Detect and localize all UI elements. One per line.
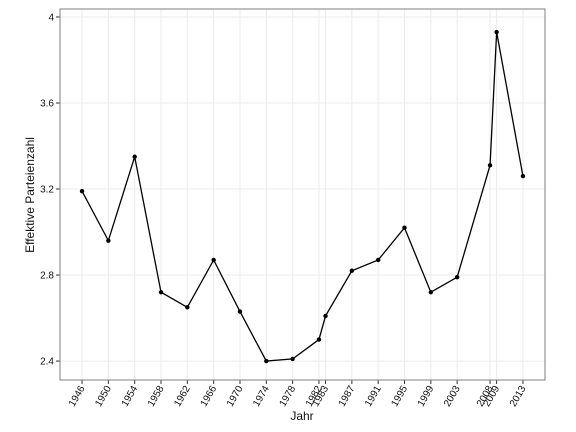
point [185, 305, 190, 310]
point [106, 238, 111, 243]
point [237, 309, 243, 314]
y-axis-title: Effektive Parteienzahl [23, 137, 37, 253]
y-tick-label: 3.6 [40, 98, 54, 109]
point [349, 268, 355, 273]
point [375, 257, 381, 263]
point [323, 313, 328, 319]
point [264, 358, 269, 364]
x-axis-title: Jahr [290, 409, 313, 423]
y-tick-label: 2.4 [40, 357, 54, 368]
point [428, 290, 434, 295]
point [132, 154, 137, 159]
point [402, 225, 407, 230]
y-tick-label: 2.8 [40, 271, 54, 282]
point [158, 290, 164, 295]
point [316, 337, 322, 342]
point [494, 29, 499, 35]
point [520, 173, 526, 179]
y-tick-label: 4 [48, 12, 54, 23]
point [454, 274, 460, 280]
point [79, 188, 85, 194]
point [290, 356, 295, 362]
point [487, 163, 493, 168]
point [211, 257, 216, 263]
y-tick-label: 3.2 [40, 185, 54, 196]
plot-border [59, 8, 546, 381]
